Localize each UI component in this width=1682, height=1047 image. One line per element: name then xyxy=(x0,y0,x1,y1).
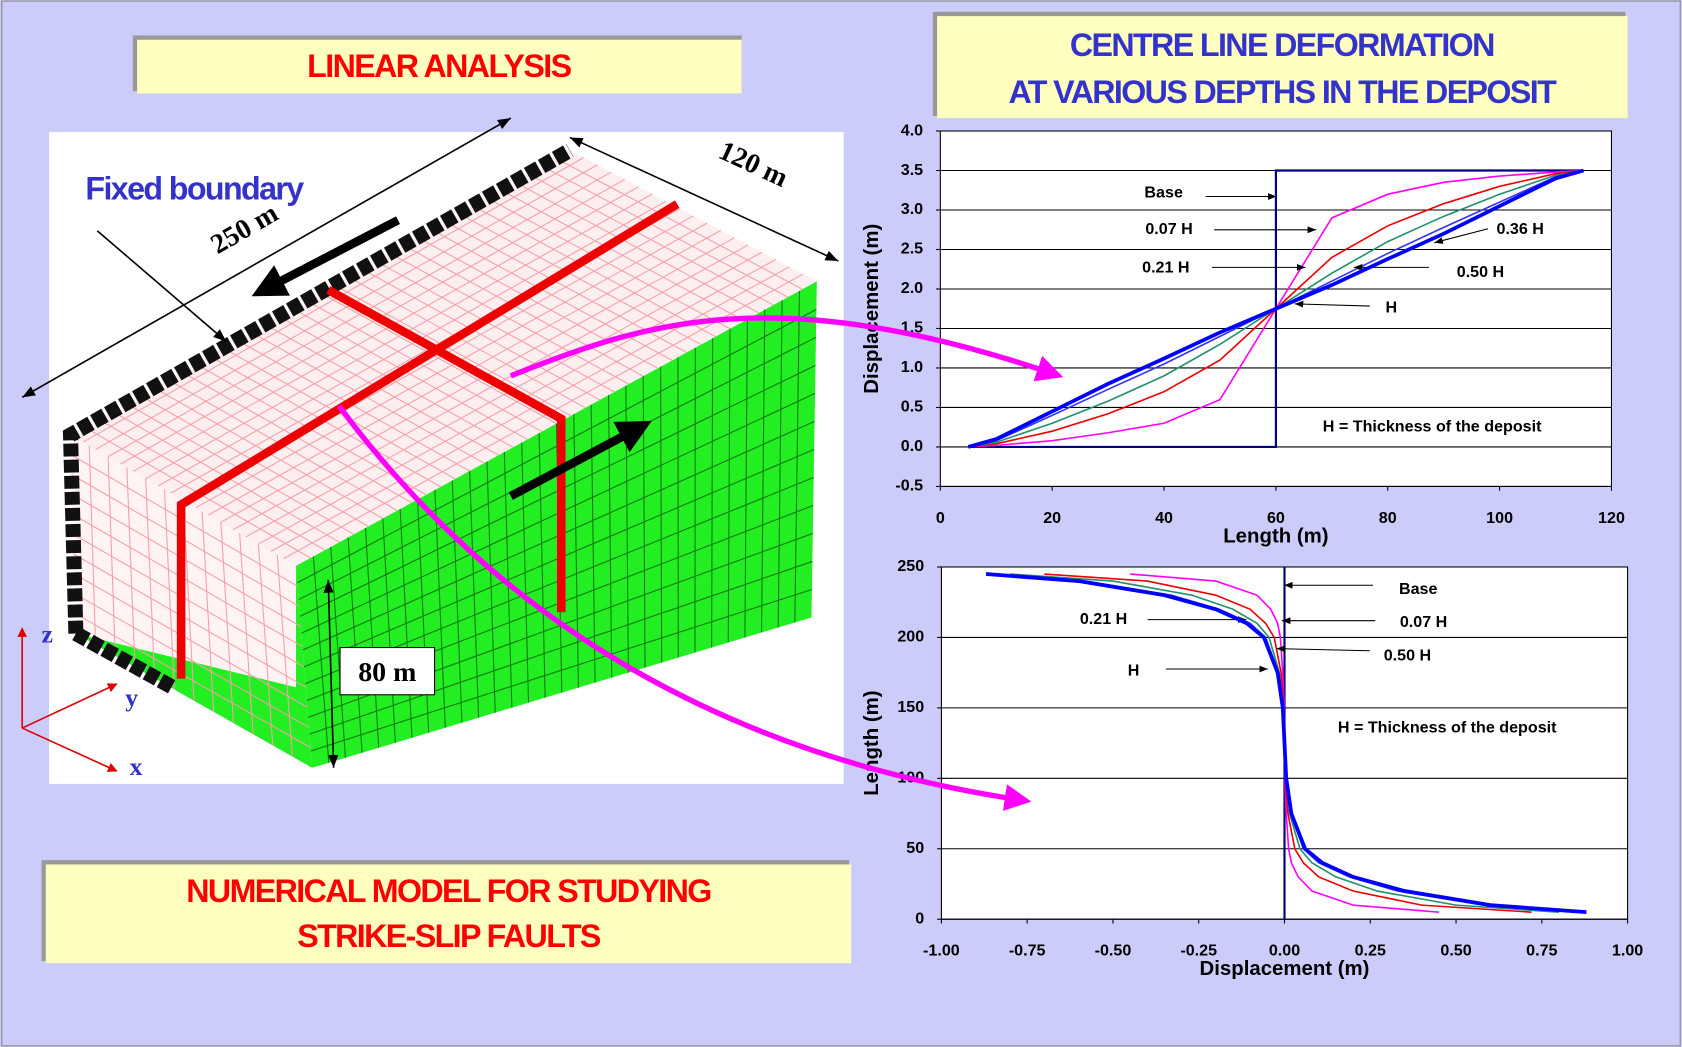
axis-x: x xyxy=(130,752,143,781)
caption: STRIKE-SLIP FAULTS xyxy=(297,918,601,954)
x-tick-label: 0.00 xyxy=(1269,942,1300,960)
x-tick-label: 40 xyxy=(1155,509,1173,527)
y-tick-label: 0.5 xyxy=(901,398,923,416)
boundary-label: Fixed boundary xyxy=(85,171,304,207)
y-tick-label: -0.5 xyxy=(895,477,923,495)
x-axis-label: Length (m) xyxy=(1223,525,1328,547)
caption: NUMERICAL MODEL FOR STUDYING xyxy=(186,873,711,909)
left-title: LINEAR ANALYSIS xyxy=(307,48,571,84)
x-tick-label: 20 xyxy=(1043,509,1061,527)
y-tick-label: 3.5 xyxy=(901,161,923,179)
y-tick-label: 150 xyxy=(897,698,924,716)
curve-label: H xyxy=(1128,661,1140,679)
x-tick-label: -0.25 xyxy=(1180,942,1217,960)
x-tick-label: 100 xyxy=(1486,509,1513,527)
y-tick-label: 0.0 xyxy=(901,437,923,455)
curve-label: 0.50 H xyxy=(1384,646,1431,664)
height-label: 80 m xyxy=(358,657,416,688)
model-diagram: Fixed boundary 250 m 120 m 80 m z y x xyxy=(22,118,843,784)
x-tick-label: 80 xyxy=(1379,509,1397,527)
y-tick-label: 2.0 xyxy=(901,279,923,297)
y-tick-label: 250 xyxy=(897,557,924,575)
curve-label: Base xyxy=(1399,580,1438,598)
curve-label: Base xyxy=(1144,184,1183,202)
x-axis-label: Displacement (m) xyxy=(1200,958,1370,980)
y-axis-label: Displacement (m) xyxy=(861,224,883,394)
y-tick-label: 1.0 xyxy=(901,358,923,376)
y-axis-label: Length (m) xyxy=(861,690,883,795)
charts-title: AT VARIOUS DEPTHS IN THE DEPOSIT xyxy=(1008,74,1557,110)
curve-label: 0.21 H xyxy=(1142,259,1189,277)
curve-label: 0.21 H xyxy=(1080,610,1127,628)
x-tick-label: -0.75 xyxy=(1009,942,1046,960)
charts-title: CENTRE LINE DEFORMATION xyxy=(1070,27,1494,63)
x-tick-label: 60 xyxy=(1267,509,1285,527)
curve-label: H xyxy=(1386,298,1398,316)
y-tick-label: 3.0 xyxy=(901,200,923,218)
y-tick-label: 200 xyxy=(897,628,924,646)
y-tick-label: 0 xyxy=(915,909,924,927)
axis-y: y xyxy=(125,683,138,712)
curve-label: 0.50 H xyxy=(1457,263,1504,281)
curve-label: 0.07 H xyxy=(1400,613,1447,631)
chart-note: H = Thickness of the deposit xyxy=(1323,418,1542,436)
x-tick-label: 0.50 xyxy=(1440,942,1471,960)
curve-label: 0.07 H xyxy=(1145,220,1192,238)
x-tick-label: -0.50 xyxy=(1095,942,1132,960)
x-tick-label: 1.00 xyxy=(1612,942,1643,960)
x-tick-label: 0.25 xyxy=(1355,942,1386,960)
y-tick-label: 4.0 xyxy=(901,121,923,139)
x-tick-label: -1.00 xyxy=(923,942,960,960)
x-tick-label: 120 xyxy=(1598,509,1625,527)
y-tick-label: 2.5 xyxy=(901,240,923,258)
x-tick-label: 0.75 xyxy=(1526,942,1557,960)
axis-z: z xyxy=(42,620,53,649)
y-tick-label: 50 xyxy=(906,839,924,857)
chart-note: H = Thickness of the deposit xyxy=(1338,718,1557,736)
slide: LINEAR ANALYSIS CENTRE LINE DEFORMATION … xyxy=(0,0,1682,1047)
curve-label: 0.36 H xyxy=(1496,220,1543,238)
x-tick-label: 0 xyxy=(936,509,945,527)
